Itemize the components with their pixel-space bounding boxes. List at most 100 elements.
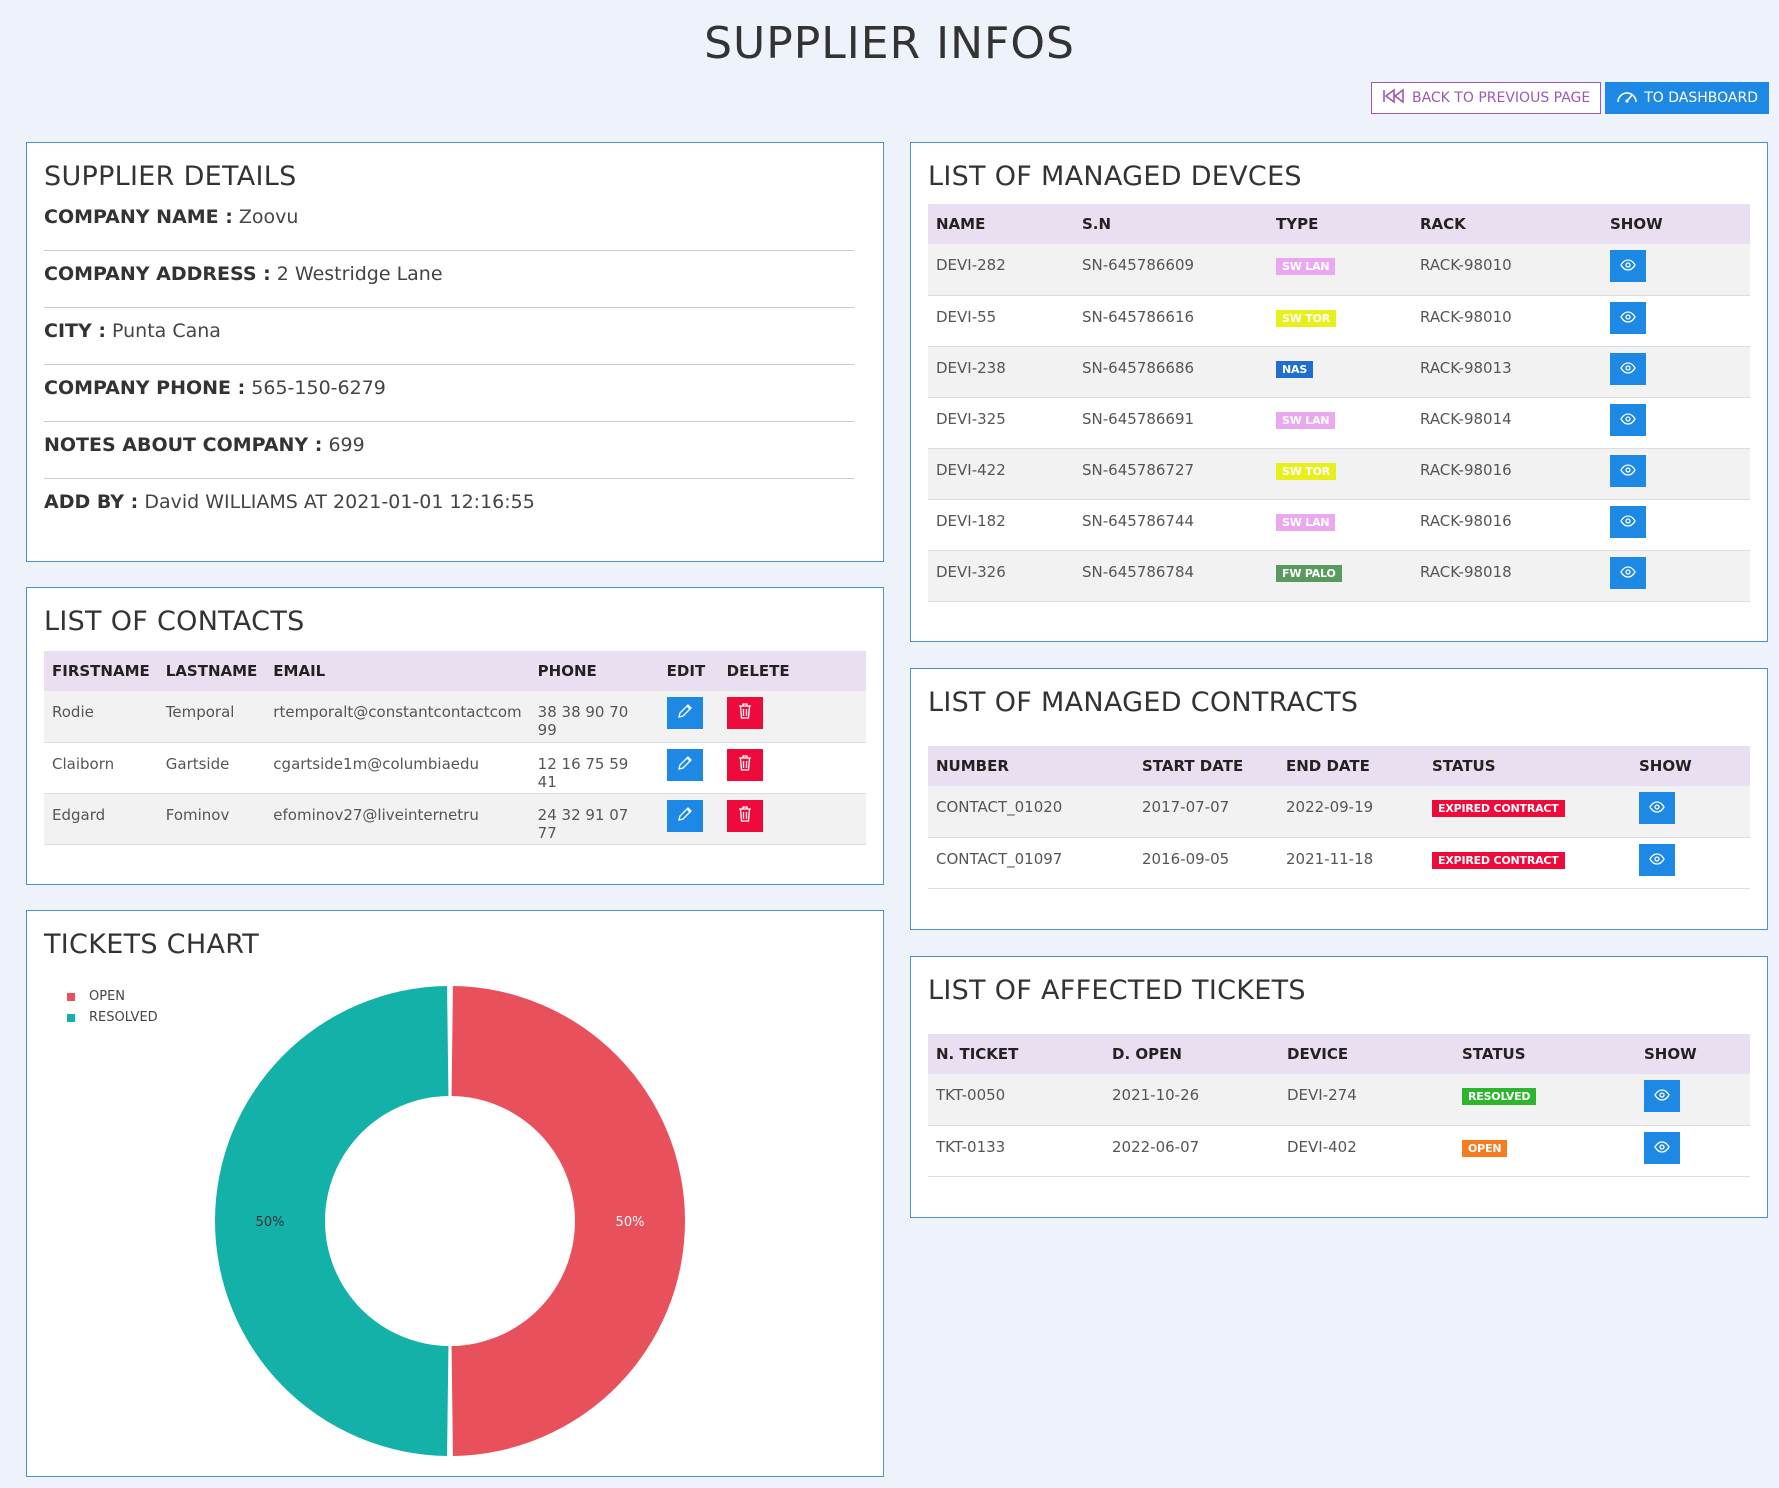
contact-email: rtemporalt@constantcontactcom	[265, 691, 530, 743]
device-serial: SN-645786691	[1074, 397, 1268, 449]
devices-heading: LIST OF MANAGED DEVCES	[928, 161, 1302, 192]
table-header-row: NUMBER START DATE END DATE STATUS SHOW	[928, 746, 1750, 786]
show-device-button[interactable]	[1610, 454, 1646, 487]
detail-row: COMPANY NAME : Zoovu	[44, 198, 854, 251]
device-type-cell: SW LAN	[1268, 244, 1412, 296]
legend-item: OPEN	[67, 986, 158, 1007]
delete-button[interactable]	[726, 748, 763, 781]
contract-end-date: 2021-11-18	[1278, 837, 1424, 889]
show-device-button[interactable]	[1610, 556, 1646, 589]
show-ticket-button[interactable]	[1644, 1131, 1680, 1164]
contact-firstname: Claiborn	[44, 742, 158, 794]
device-type-badge: SW LAN	[1276, 258, 1336, 275]
detail-key: COMPANY ADDRESS :	[44, 263, 271, 285]
trash-icon	[737, 754, 753, 776]
show-device-button[interactable]	[1610, 301, 1646, 334]
contact-lastname: Temporal	[157, 691, 266, 743]
column-header: NUMBER	[936, 757, 1009, 775]
table-row: TKT-0050 2021-10-26 DEVI-274 RESOLVED	[928, 1074, 1750, 1126]
contract-status-cell: EXPIRED CONTRACT	[1424, 837, 1631, 889]
show-cell	[1602, 295, 1750, 347]
show-cell	[1631, 837, 1750, 889]
legend-item: RESOLVED	[67, 1007, 158, 1028]
detail-row: COMPANY ADDRESS : 2 Westridge Lane	[44, 251, 854, 308]
show-device-button[interactable]	[1610, 250, 1646, 282]
show-device-button[interactable]	[1610, 403, 1646, 436]
eye-icon	[1620, 257, 1636, 275]
edit-button[interactable]	[666, 799, 703, 832]
dashboard-button[interactable]: TO DASHBOARD	[1605, 82, 1769, 114]
device-type-badge: FW PALO	[1276, 564, 1342, 582]
device-serial: SN-645786744	[1074, 499, 1268, 551]
column-header: STATUS	[1432, 757, 1496, 775]
status-badge: EXPIRED CONTRACT	[1432, 851, 1565, 869]
pie-slice-label: 50%	[256, 1215, 285, 1230]
device-rack: RACK-98013	[1412, 346, 1602, 398]
column-header: START DATE	[1142, 757, 1244, 775]
edit-cell	[658, 742, 719, 794]
supplier-details-list: COMPANY NAME : Zoovu COMPANY ADDRESS : 2 …	[44, 198, 866, 536]
pencil-icon	[676, 754, 694, 776]
back-button[interactable]: BACK TO PREVIOUS PAGE	[1370, 82, 1602, 114]
table-row: DEVI-325 SN-645786691 SW LAN RACK-98014	[928, 397, 1750, 449]
device-type-cell: NAS	[1268, 346, 1412, 398]
show-contract-button[interactable]	[1639, 843, 1675, 876]
edit-cell	[658, 691, 719, 743]
back-button-label: BACK TO PREVIOUS PAGE	[1411, 90, 1591, 106]
pie-slice-resolved[interactable]	[215, 986, 449, 1456]
column-header: EMAIL	[273, 662, 326, 680]
legend-label: RESOLVED	[89, 1010, 158, 1025]
pencil-icon	[676, 702, 694, 724]
edit-button[interactable]	[666, 748, 703, 781]
show-device-button[interactable]	[1610, 352, 1646, 385]
contact-firstname: Edgard	[44, 793, 158, 845]
show-cell	[1602, 397, 1750, 449]
contact-lastname: Fominov	[157, 793, 266, 845]
edit-button[interactable]	[666, 697, 703, 729]
trash-icon	[737, 805, 753, 827]
device-serial: SN-645786609	[1074, 244, 1268, 296]
device-type-cell: SW LAN	[1268, 397, 1412, 449]
column-header: NAME	[936, 215, 986, 233]
eye-icon	[1654, 1139, 1670, 1157]
speedometer-icon	[1616, 87, 1638, 109]
device-type-cell: SW TOR	[1268, 295, 1412, 347]
contract-start-date: 2017-07-07	[1134, 786, 1278, 838]
pie-slice-open[interactable]	[451, 986, 685, 1456]
legend-label: OPEN	[89, 989, 126, 1004]
contact-email: efominov27@liveinternetru	[265, 793, 530, 845]
eye-icon	[1620, 513, 1636, 531]
contracts-table: NUMBER START DATE END DATE STATUS SHOW CONTA…	[928, 746, 1750, 889]
tickets-heading: LIST OF AFFECTED TICKETS	[928, 975, 1306, 1006]
detail-row: ADD BY : David WILLIAMS AT 2021-01-01 12…	[44, 479, 854, 536]
device-type-badge: SW TOR	[1276, 462, 1337, 480]
status-badge: RESOLVED	[1462, 1088, 1537, 1105]
contact-phone: 38 38 90 70 99	[529, 691, 659, 743]
eye-icon	[1620, 309, 1636, 327]
supplier-details-heading: SUPPLIER DETAILS	[44, 161, 297, 192]
trash-icon	[737, 702, 753, 724]
device-rack: RACK-98010	[1412, 244, 1602, 296]
show-ticket-button[interactable]	[1644, 1080, 1680, 1112]
delete-button[interactable]	[726, 697, 763, 729]
contact-email: cgartside1m@columbiaedu	[265, 742, 530, 794]
device-type-badge: SW LAN	[1276, 411, 1336, 429]
device-rack: RACK-98014	[1412, 397, 1602, 449]
device-type-cell: SW TOR	[1268, 448, 1412, 500]
table-row: DEVI-238 SN-645786686 NAS RACK-98013	[928, 346, 1750, 398]
pencil-icon	[676, 805, 694, 827]
detail-key: COMPANY PHONE :	[44, 377, 246, 399]
edit-cell	[658, 793, 719, 845]
show-contract-button[interactable]	[1639, 792, 1675, 824]
show-device-button[interactable]	[1610, 505, 1646, 538]
detail-key: NOTES ABOUT COMPANY :	[44, 434, 323, 456]
ticket-open-date: 2021-10-26	[1104, 1074, 1279, 1126]
device-type-badge: SW LAN	[1276, 513, 1336, 531]
delete-cell	[718, 793, 866, 845]
column-header: END DATE	[1286, 757, 1370, 775]
legend-swatch	[67, 992, 75, 1001]
tickets-panel: LIST OF AFFECTED TICKETS N. TICKET D. OPE…	[910, 956, 1768, 1218]
tickets-donut-chart: 50% 50%	[215, 986, 685, 1456]
delete-button[interactable]	[726, 799, 763, 832]
device-name: DEVI-182	[928, 499, 1074, 551]
